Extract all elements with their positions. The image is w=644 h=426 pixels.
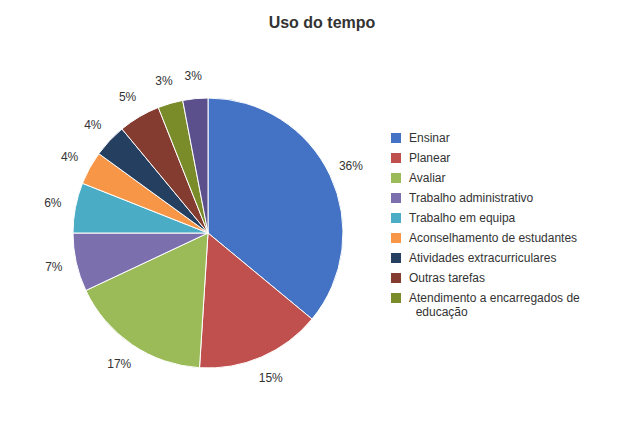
html-text:Trabalho em equipa: Trabalho em equipa: [409, 211, 516, 225]
html-text:Uso do tempo: Uso do tempo: [268, 14, 376, 31]
svg-text:6%: 6%: [44, 196, 62, 210]
svg-text:7%: 7%: [45, 260, 63, 274]
svg-text:3%: 3%: [155, 74, 173, 88]
svg-text:5%: 5%: [119, 90, 137, 104]
html-text:educação: educação: [409, 305, 468, 319]
svg-text:4%: 4%: [61, 150, 79, 164]
html-text:Avaliar: Avaliar: [409, 171, 446, 185]
html-text:Outras tarefas: Outras tarefas: [409, 271, 485, 285]
html-text:Atendimento a encarregados de: Atendimento a encarregados de: [409, 291, 580, 305]
html-text:Atividades extracurriculares: Atividades extracurriculares: [409, 251, 557, 265]
html-text:Planear: Planear: [409, 151, 451, 165]
svg-text:15%: 15%: [259, 371, 283, 385]
svg-text:36%: 36%: [339, 159, 363, 173]
svg-text:4%: 4%: [84, 118, 102, 132]
html-text:Trabalho administrativo: Trabalho administrativo: [409, 191, 534, 205]
html-text:Ensinar: Ensinar: [409, 131, 450, 145]
html-text:Aconselhamento de estudantes: Aconselhamento de estudantes: [409, 231, 578, 245]
svg-text:3%: 3%: [184, 69, 202, 83]
svg-text:17%: 17%: [107, 357, 131, 371]
